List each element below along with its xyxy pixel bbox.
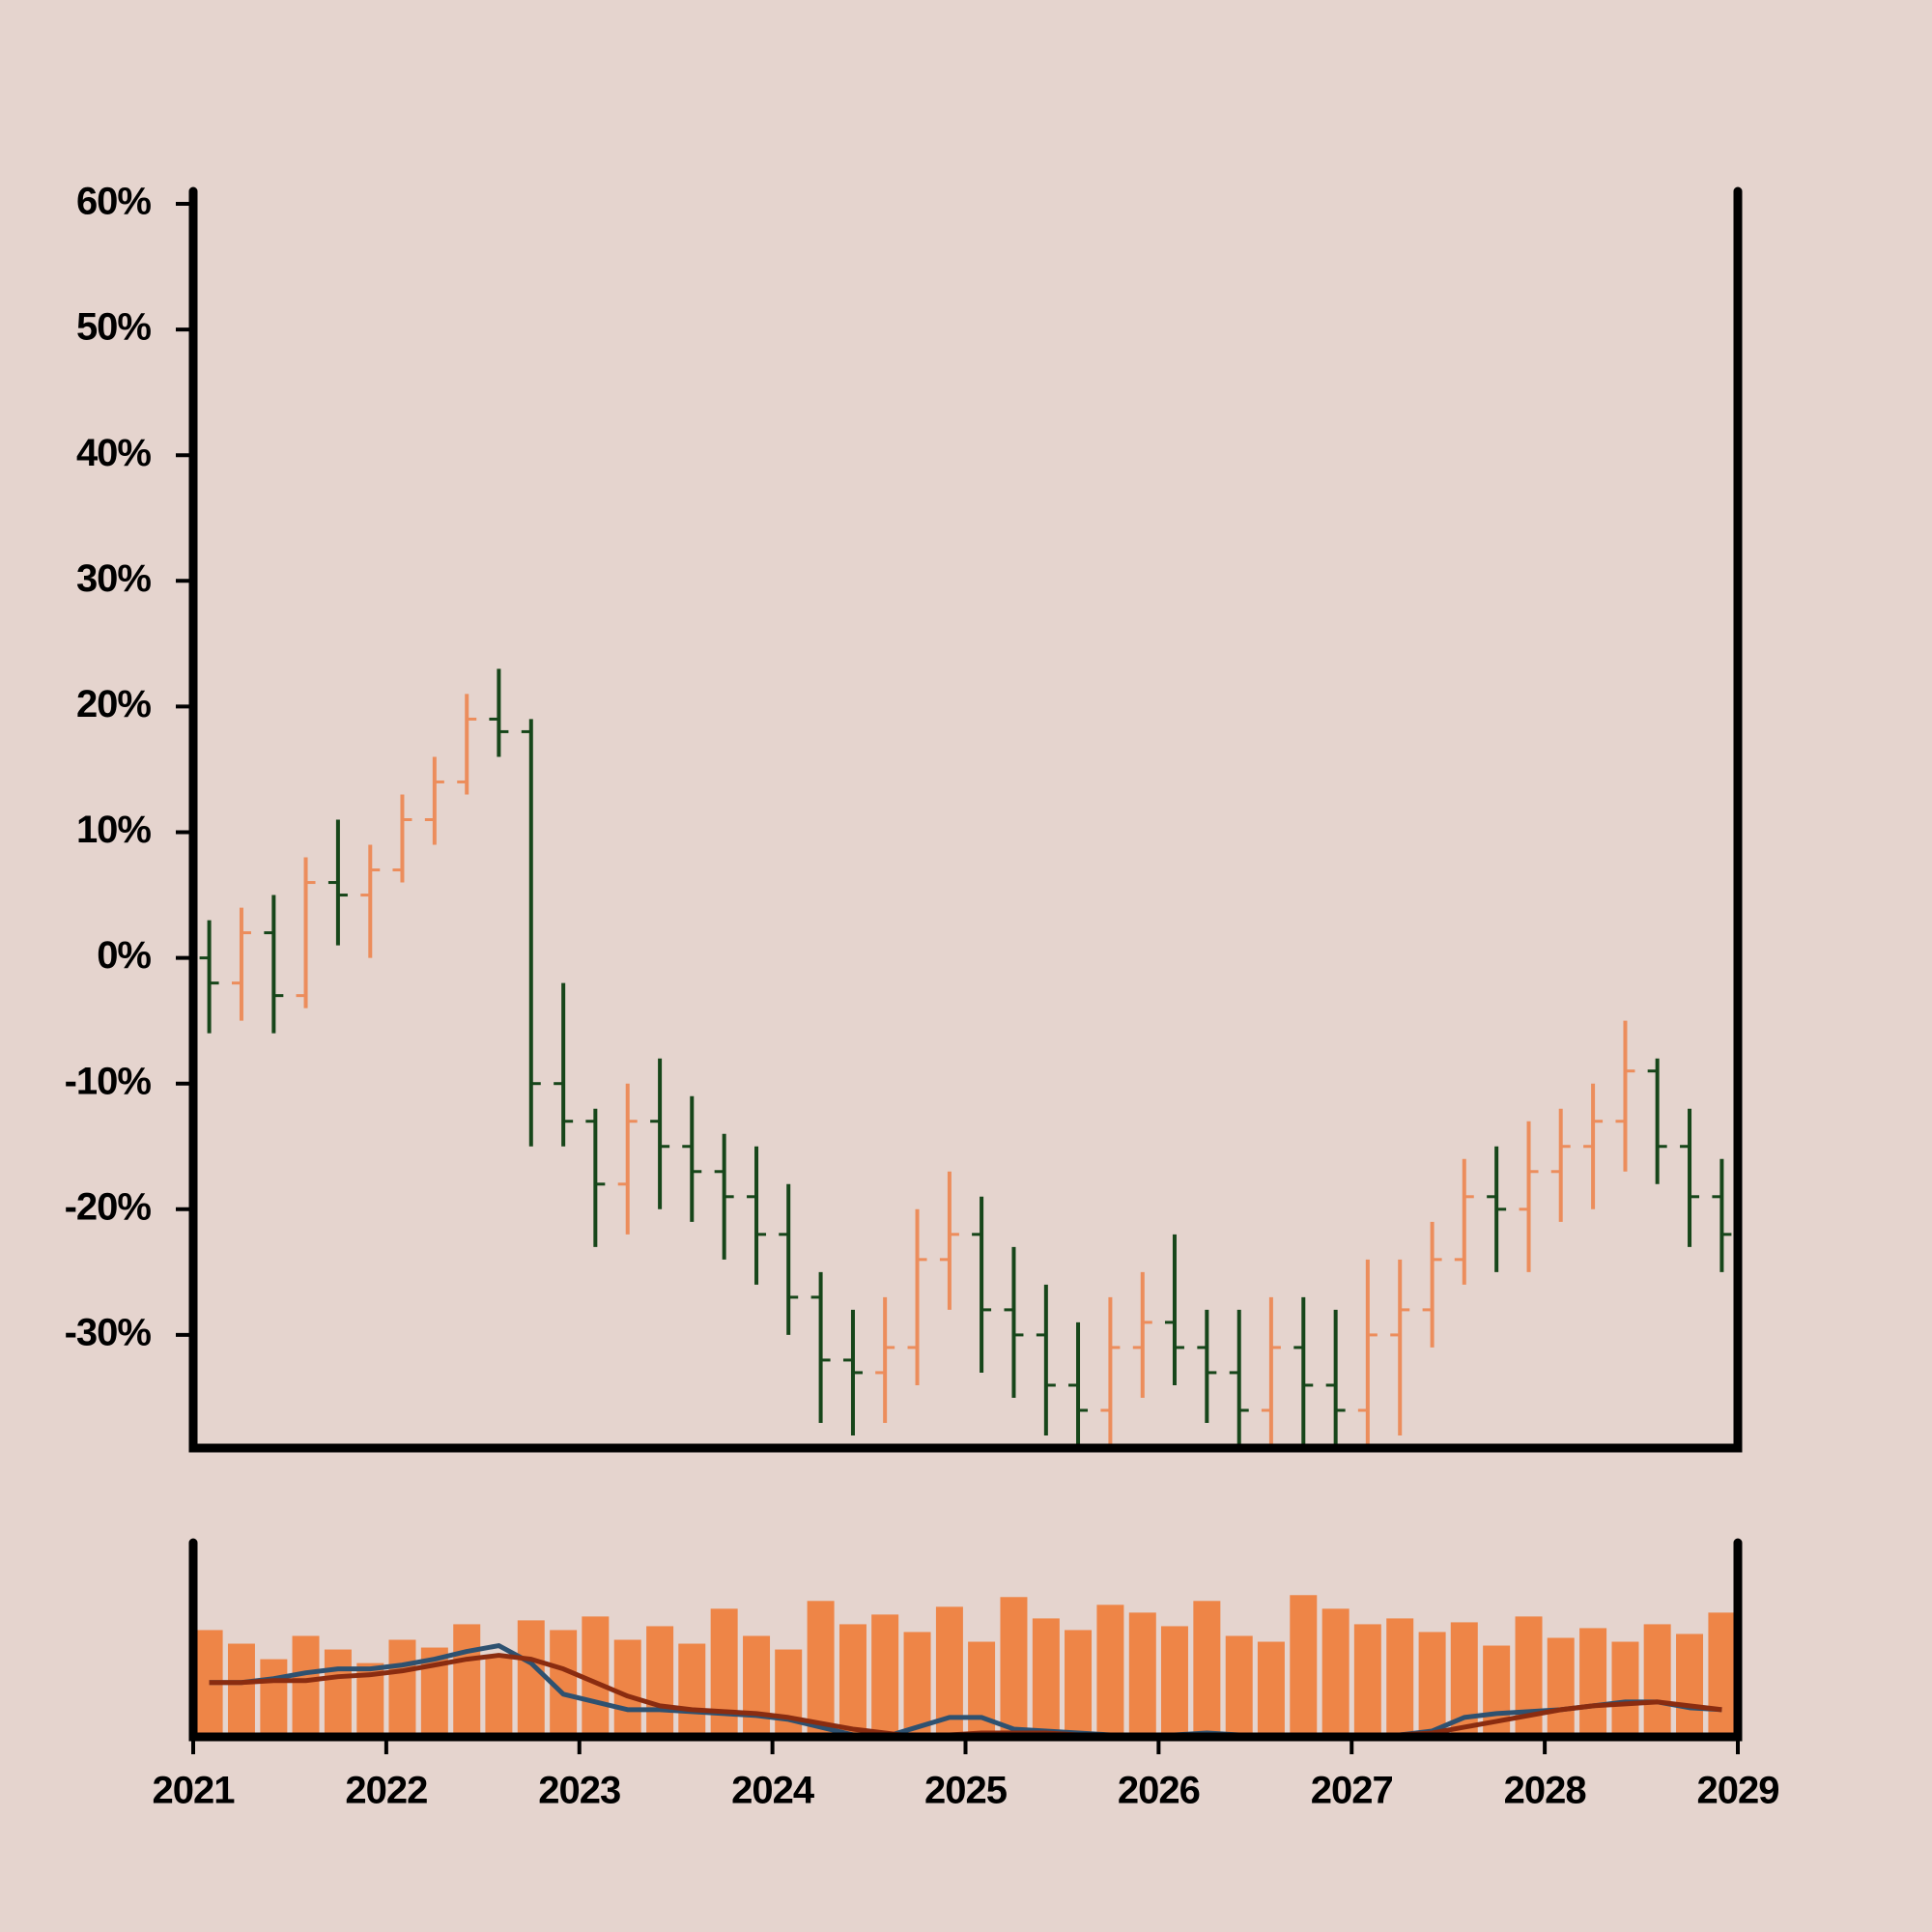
y-tick-label: 50%	[76, 306, 151, 349]
volume-bar	[517, 1620, 545, 1737]
y-tick-label: 60%	[76, 181, 151, 223]
y-tick-label: 30%	[76, 557, 151, 600]
volume-bar	[1386, 1618, 1414, 1737]
volume-bar	[613, 1639, 641, 1737]
x-tick-label: 2023	[538, 1770, 620, 1812]
volume-bar	[453, 1624, 481, 1737]
y-tick-label: 20%	[76, 683, 151, 725]
volume-bar	[903, 1632, 931, 1737]
volume-bar	[1032, 1618, 1060, 1737]
volume-bar	[678, 1643, 706, 1737]
volume-bar	[324, 1649, 352, 1737]
volume-bar	[710, 1608, 738, 1737]
volume-bar	[838, 1624, 867, 1737]
y-tick-label: -20%	[65, 1185, 152, 1228]
x-tick-label: 2029	[1697, 1770, 1779, 1812]
volume-average-line	[209, 1643, 1722, 1740]
volume-bar	[292, 1635, 320, 1737]
volume-bar	[485, 1655, 513, 1737]
volume-bar	[807, 1601, 835, 1737]
volume-bar	[260, 1659, 288, 1737]
volume-bar	[1257, 1641, 1285, 1737]
x-tick-label: 2025	[924, 1770, 1008, 1812]
volume-bar	[1353, 1624, 1381, 1737]
y-tick-label: 40%	[76, 432, 151, 474]
price-frame	[188, 186, 1743, 1453]
y-tick-label: -30%	[65, 1311, 152, 1353]
volume-bar	[1128, 1612, 1156, 1737]
x-tick-label: 2027	[1311, 1770, 1393, 1812]
y-tick-label: -10%	[65, 1060, 152, 1102]
y-tick-label: 0%	[97, 934, 151, 977]
volume-bar	[1321, 1608, 1350, 1737]
volume-bar	[646, 1626, 674, 1737]
volume-bar	[388, 1639, 416, 1737]
volume-bar	[1579, 1628, 1607, 1737]
volume-bar	[1676, 1634, 1704, 1737]
volume-bar	[743, 1635, 771, 1737]
volume-bar	[1160, 1626, 1188, 1737]
x-tick-label: 2021	[153, 1770, 236, 1812]
volume-bar	[1096, 1605, 1124, 1737]
x-tick-label: 2024	[731, 1770, 815, 1812]
y-tick-label: 10%	[76, 809, 151, 851]
volume-bar	[1611, 1641, 1639, 1737]
x-tick-label: 2026	[1118, 1770, 1200, 1812]
volume-bar	[1290, 1595, 1318, 1737]
volume-bar	[1547, 1637, 1575, 1737]
volume-bar	[1065, 1630, 1093, 1737]
volume-bar	[1708, 1612, 1736, 1737]
volume-bar	[1643, 1624, 1671, 1737]
volume-bar	[1225, 1635, 1253, 1737]
x-tick-label: 2028	[1504, 1770, 1587, 1812]
volume-bar	[871, 1614, 899, 1737]
volume-bar	[1000, 1597, 1028, 1737]
volume-bar	[227, 1643, 255, 1737]
x-tick-label: 2022	[345, 1770, 427, 1812]
volume-bar	[1193, 1601, 1221, 1737]
volume-bar	[1418, 1632, 1446, 1737]
